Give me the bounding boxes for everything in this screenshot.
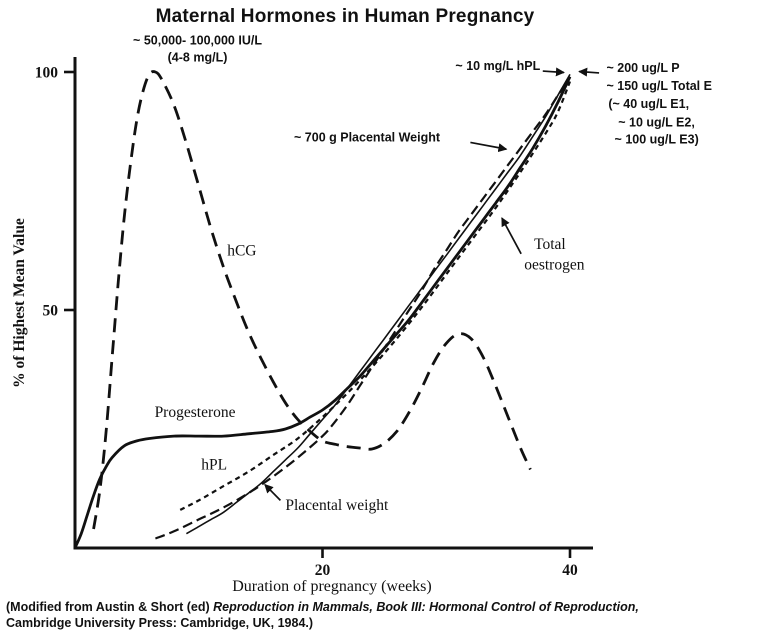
x-tick-label: 20: [315, 562, 331, 579]
curve-label-hcg: hCG: [227, 242, 256, 259]
caption-line2: Cambridge University Press: Cambridge, U…: [6, 616, 314, 631]
series-line-hpl: [179, 81, 572, 511]
chart-title: Maternal Hormones in Human Pregnancy: [155, 6, 535, 27]
curve-label-hpl: hPL: [201, 456, 227, 473]
annotation-150-ug-l-total-e: ~ 150 ug/L Total E: [607, 79, 712, 93]
caption-prefix: (Modified from Austin & Short (ed): [6, 600, 214, 614]
series-line-hcg: [92, 70, 532, 530]
annotation-10-ug-l-e2: ~ 10 ug/L E2,: [618, 115, 695, 129]
annotation-50-000-100-000-iu-l: ~ 50,000- 100,000 IU/L: [133, 33, 262, 47]
annotation-arrow: [264, 483, 282, 501]
annotation-100-ug-l-e3: ~ 100 ug/L E3): [615, 132, 699, 146]
annotation-arrow: [578, 67, 600, 77]
annotation-4-8-mg-l: (4-8 mg/L): [168, 50, 228, 64]
curve-label-placental-weight: Placental weight: [285, 497, 389, 514]
series-line-placental-weight: [155, 76, 571, 540]
y-axis-title: % of Highest Mean Value: [11, 218, 28, 388]
annotation-700-g-placental-weight: ~ 700 g Placental Weight: [294, 130, 441, 144]
annotation-arrow: [542, 67, 565, 77]
x-axis-title: Duration of pregnancy (weeks): [232, 578, 431, 595]
axes: [73, 57, 593, 550]
curve-label-total: Total: [534, 236, 566, 253]
y-tick-label: 100: [35, 65, 59, 82]
caption-book-title: Reproduction in Mammals, Book III: Hormo…: [213, 600, 639, 614]
curve-label-progesterone: Progesterone: [155, 404, 236, 421]
chart-canvas: 100 50 20 40 % of Highest Mean Value Duration…: [11, 33, 712, 595]
x-tick-label: 40: [562, 562, 578, 579]
y-tick-label: 50: [43, 303, 59, 320]
annotation-40-ug-l-e1: (~ 40 ug/L E1,: [608, 97, 689, 111]
annotation-10-mg-l-hpl: ~ 10 mg/L hPL: [455, 59, 540, 73]
annotation-arrow: [470, 141, 508, 153]
annotation-arrow: [501, 217, 522, 255]
annotation-200-ug-l-p: ~ 200 ug/L P: [607, 61, 680, 75]
series-line-total-oestrogen: [185, 73, 571, 535]
source-caption: (Modified from Austin & Short (ed) Repro…: [6, 599, 754, 632]
series-line-progesterone: [73, 76, 572, 549]
curve-label-oestrogen: oestrogen: [524, 257, 585, 274]
